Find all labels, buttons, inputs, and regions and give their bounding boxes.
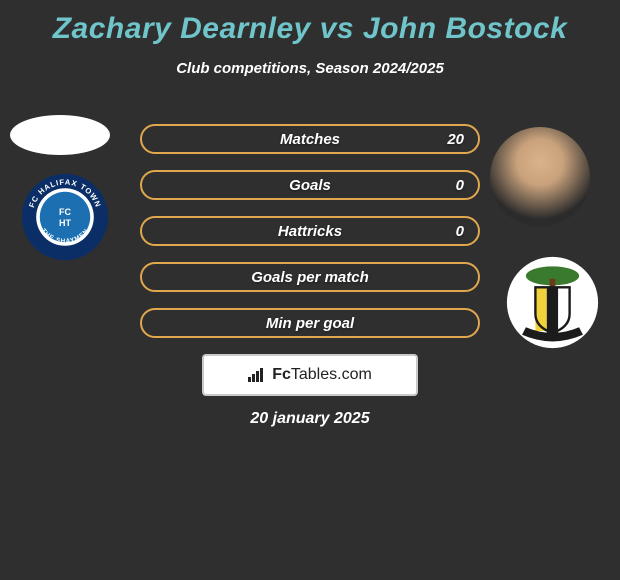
stat-row-min-per-goal: Min per goal bbox=[140, 308, 480, 338]
svg-text:HT: HT bbox=[59, 218, 71, 228]
stat-label: Goals bbox=[289, 177, 331, 194]
stat-row-goals: Goals 0 bbox=[140, 170, 480, 200]
bar-chart-icon bbox=[248, 368, 266, 382]
club-crest-right bbox=[505, 255, 600, 350]
page-title: Zachary Dearnley vs John Bostock bbox=[0, 0, 620, 46]
stat-value: 0 bbox=[456, 223, 464, 240]
brand-strong: Fc bbox=[272, 366, 291, 383]
stat-label: Hattricks bbox=[278, 223, 342, 240]
stat-row-matches: Matches 20 bbox=[140, 124, 480, 154]
brand-rest: Tables.com bbox=[291, 366, 372, 383]
player-left-avatar-placeholder bbox=[10, 115, 110, 155]
subtitle: Club competitions, Season 2024/2025 bbox=[0, 60, 620, 77]
stat-row-hattricks: Hattricks 0 bbox=[140, 216, 480, 246]
stat-label: Min per goal bbox=[266, 315, 354, 332]
brand-text: FcTables.com bbox=[272, 366, 372, 384]
stat-label: Goals per match bbox=[251, 269, 369, 286]
stat-label: Matches bbox=[280, 131, 340, 148]
stat-row-goals-per-match: Goals per match bbox=[140, 262, 480, 292]
player-right-avatar bbox=[490, 127, 590, 227]
stat-value: 0 bbox=[456, 177, 464, 194]
brand-watermark: FcTables.com bbox=[202, 354, 418, 396]
date-text: 20 january 2025 bbox=[0, 410, 620, 428]
stat-value: 20 bbox=[447, 131, 464, 148]
svg-text:FC: FC bbox=[59, 207, 71, 217]
stats-container: Matches 20 Goals 0 Hattricks 0 Goals per… bbox=[140, 124, 480, 354]
club-crest-left: FC HALIFAX TOWN THE SHAYMEN FC HT bbox=[20, 172, 110, 262]
